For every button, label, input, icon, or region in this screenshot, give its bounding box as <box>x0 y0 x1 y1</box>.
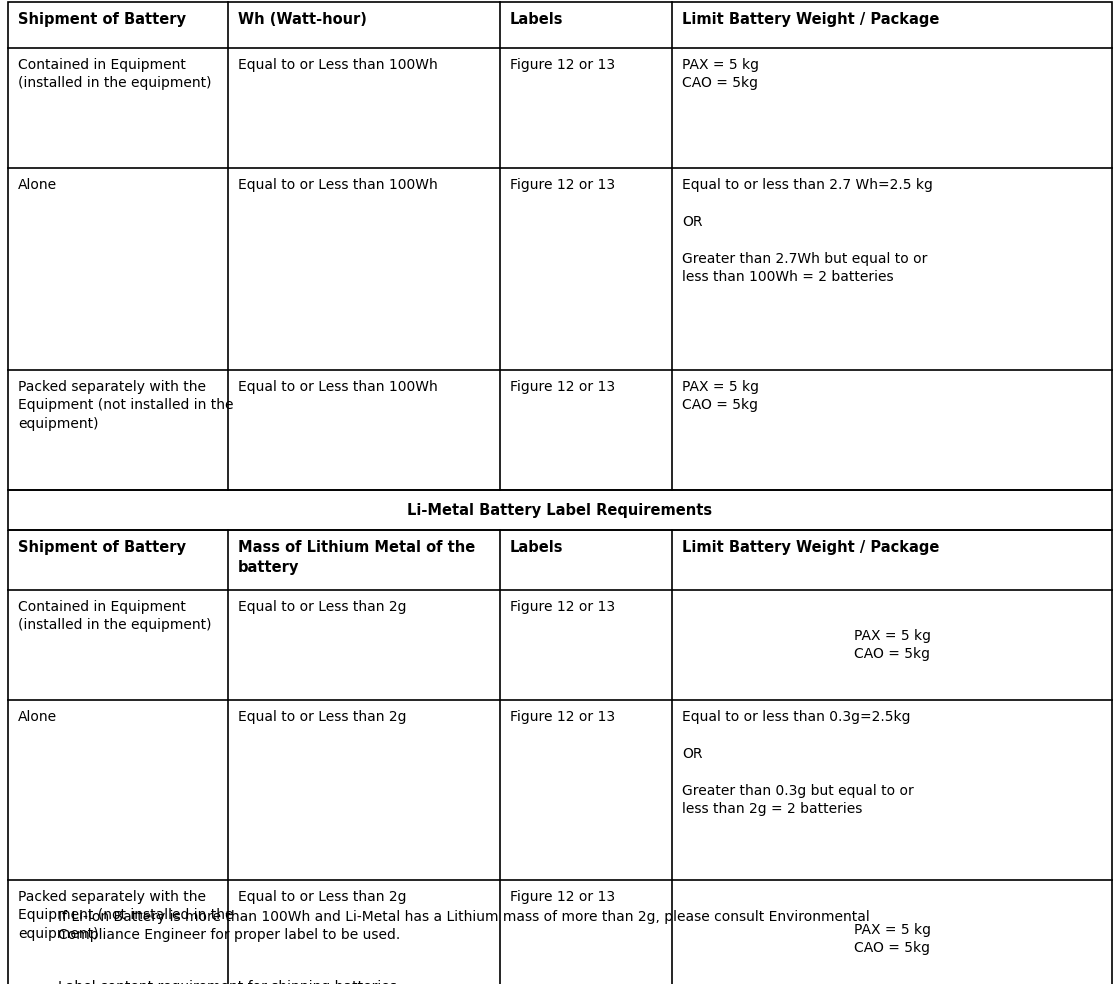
Text: Equal to or Less than 100Wh: Equal to or Less than 100Wh <box>237 58 438 72</box>
Text: Equal to or Less than 2g: Equal to or Less than 2g <box>237 600 407 614</box>
Text: Equal to or Less than 2g: Equal to or Less than 2g <box>237 890 407 904</box>
Text: PAX = 5 kg
CAO = 5kg: PAX = 5 kg CAO = 5kg <box>682 58 759 91</box>
Text: Figure 12 or 13: Figure 12 or 13 <box>510 178 615 192</box>
Text: Equal to or Less than 100Wh: Equal to or Less than 100Wh <box>237 178 438 192</box>
Text: Equal to or Less than 100Wh: Equal to or Less than 100Wh <box>237 380 438 394</box>
Text: Figure 12 or 13: Figure 12 or 13 <box>510 710 615 724</box>
Text: Shipment of Battery: Shipment of Battery <box>18 12 186 27</box>
Text: PAX = 5 kg
CAO = 5kg: PAX = 5 kg CAO = 5kg <box>682 380 759 412</box>
Text: Packed separately with the
Equipment (not installed in the
equipment): Packed separately with the Equipment (no… <box>18 380 233 431</box>
Text: Packed separately with the
Equipment (not installed in the
equipment): Packed separately with the Equipment (no… <box>18 890 233 941</box>
Text: Wh (Watt-hour): Wh (Watt-hour) <box>237 12 367 27</box>
Text: Limit Battery Weight / Package: Limit Battery Weight / Package <box>682 540 940 555</box>
Text: Contained in Equipment
(installed in the equipment): Contained in Equipment (installed in the… <box>18 58 212 91</box>
Text: PAX = 5 kg
CAO = 5kg: PAX = 5 kg CAO = 5kg <box>853 923 931 955</box>
Text: Figure 12 or 13: Figure 12 or 13 <box>510 890 615 904</box>
Text: Li-Metal Battery Label Requirements: Li-Metal Battery Label Requirements <box>408 503 712 518</box>
Text: Alone: Alone <box>18 178 57 192</box>
Text: Label content requirement for shipping batteries:: Label content requirement for shipping b… <box>58 980 401 984</box>
Text: If Li-Ion Battery is more than 100Wh and Li-Metal has a Lithium mass of more tha: If Li-Ion Battery is more than 100Wh and… <box>58 910 870 943</box>
Text: Figure 12 or 13: Figure 12 or 13 <box>510 600 615 614</box>
Text: Equal to or less than 0.3g=2.5kg

OR

Greater than 0.3g but equal to or
less tha: Equal to or less than 0.3g=2.5kg OR Grea… <box>682 710 914 816</box>
Text: Limit Battery Weight / Package: Limit Battery Weight / Package <box>682 12 940 27</box>
Text: Contained in Equipment
(installed in the equipment): Contained in Equipment (installed in the… <box>18 600 212 633</box>
Text: PAX = 5 kg
CAO = 5kg: PAX = 5 kg CAO = 5kg <box>853 629 931 661</box>
Text: Shipment of Battery: Shipment of Battery <box>18 540 186 555</box>
Text: Equal to or less than 2.7 Wh=2.5 kg

OR

Greater than 2.7Wh but equal to or
less: Equal to or less than 2.7 Wh=2.5 kg OR G… <box>682 178 933 284</box>
Bar <box>8 2 1112 490</box>
Bar <box>8 490 1112 530</box>
Bar <box>8 530 1112 984</box>
Text: Figure 12 or 13: Figure 12 or 13 <box>510 380 615 394</box>
Text: Equal to or Less than 2g: Equal to or Less than 2g <box>237 710 407 724</box>
Text: Mass of Lithium Metal of the
battery: Mass of Lithium Metal of the battery <box>237 540 475 575</box>
Text: Labels: Labels <box>510 12 563 27</box>
Text: Alone: Alone <box>18 710 57 724</box>
Text: Figure 12 or 13: Figure 12 or 13 <box>510 58 615 72</box>
Text: Labels: Labels <box>510 540 563 555</box>
